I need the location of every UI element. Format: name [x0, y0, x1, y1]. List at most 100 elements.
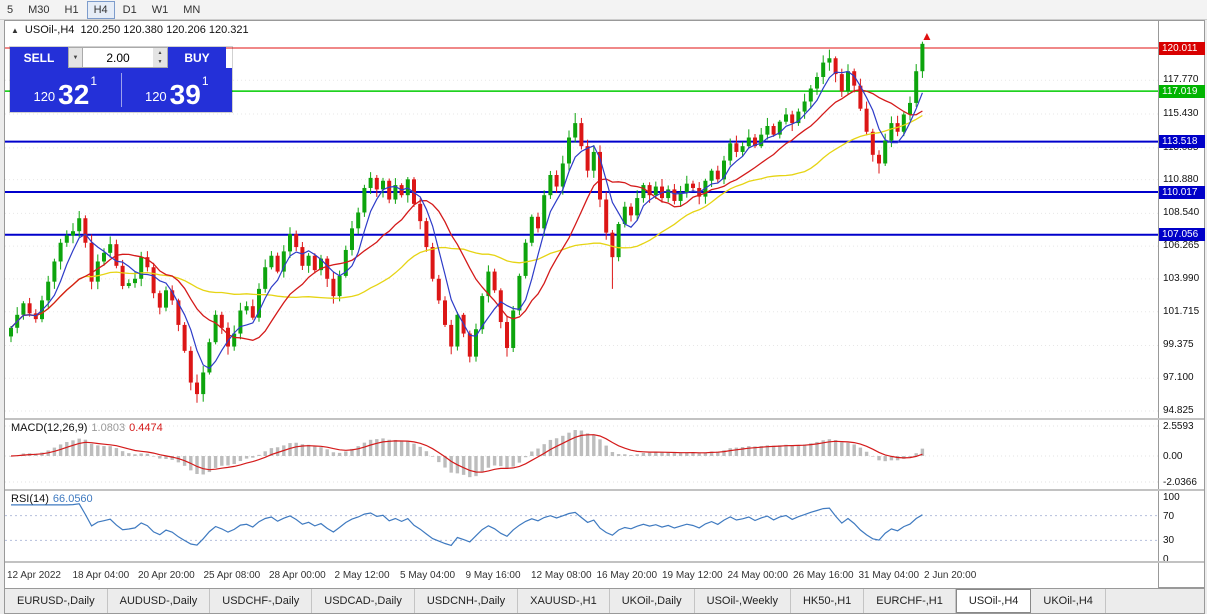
- pane-divider[interactable]: [5, 418, 1204, 420]
- volume-decrease-button[interactable]: ▼: [153, 57, 167, 67]
- chart-tab-eurusd-daily[interactable]: EURUSD-,Daily: [5, 589, 108, 613]
- chart-tab-usoil-h4[interactable]: USOil-,H4: [955, 589, 1032, 613]
- price-axis-label: 115.430: [1163, 108, 1199, 120]
- pane-divider[interactable]: [5, 489, 1204, 491]
- rsi-pane[interactable]: RSI(14) 66.0560: [5, 491, 1158, 561]
- chart-title: ▲ USOil-,H4 120.250 120.380 120.206 120.…: [11, 24, 249, 36]
- ask-pip-digit: 1: [201, 74, 209, 88]
- chart-tab-audusd-daily[interactable]: AUDUSD-,Daily: [107, 589, 211, 613]
- macd-main-value: 1.0803: [91, 422, 126, 434]
- timeframe-button-h4[interactable]: H4: [86, 0, 115, 19]
- bid-pip-digit: 1: [90, 74, 98, 88]
- ask-price[interactable]: 120 39 1: [122, 68, 233, 112]
- macd-axis-label: 2.5593: [1163, 421, 1194, 432]
- timeframe-button-mn[interactable]: MN: [176, 1, 207, 19]
- chart-tab-ukoil-h4[interactable]: UKOil-,H4: [1031, 589, 1106, 613]
- price-axis-label: 99.375: [1163, 339, 1194, 351]
- time-axis-label: 2 Jun 20:00: [924, 570, 977, 581]
- price-axis-label: 108.540: [1163, 207, 1200, 219]
- timeframe-button-d1[interactable]: D1: [116, 1, 144, 19]
- macd-title: MACD(12,26,9) 1.0803 0.4474: [11, 422, 163, 434]
- time-axis-label: 28 Apr 00:00: [269, 570, 326, 581]
- macd-pane[interactable]: MACD(12,26,9) 1.0803 0.4474: [5, 420, 1158, 489]
- rsi-axis-label: 30: [1163, 535, 1175, 547]
- chart-symbol-label: USOil-,H4: [24, 24, 75, 36]
- volume-stepper: ▲ ▼: [153, 47, 168, 68]
- bid-big-digits: 32: [58, 78, 90, 110]
- macd-axis-label: -2.0366: [1163, 477, 1197, 488]
- one-click-trading-panel: SELL ▼ ▲ ▼ BUY 120 32 1: [10, 47, 232, 112]
- chart-tab-usoil-weekly[interactable]: USOil-,Weekly: [694, 589, 791, 613]
- time-axis-label: 5 May 04:00: [400, 570, 456, 581]
- time-axis-label: 24 May 00:00: [727, 570, 789, 581]
- price-alert-arrow-icon: [923, 33, 931, 40]
- time-axis-label: 31 May 04:00: [858, 570, 920, 581]
- price-chart-pane[interactable]: ▲ USOil-,H4 120.250 120.380 120.206 120.…: [5, 21, 1158, 418]
- timeframe-button-5[interactable]: 5: [0, 1, 20, 19]
- price-axis-label: 101.715: [1163, 305, 1200, 317]
- ma-slow-line: [10, 114, 923, 329]
- price-axis-label: 94.825: [1163, 405, 1194, 417]
- time-axis-label: 2 May 12:00: [334, 570, 390, 581]
- price-gridlines: [5, 79, 1158, 412]
- chart-tab-xauusd-h1[interactable]: XAUUSD-,H1: [518, 589, 610, 613]
- price-axis-label: 106.265: [1163, 240, 1200, 252]
- time-axis-label: 12 Apr 2022: [7, 570, 61, 581]
- volume-input[interactable]: [83, 47, 153, 68]
- candles-series: [9, 41, 925, 403]
- price-axis-label: 97.100: [1163, 372, 1194, 384]
- time-axis-label: 20 Apr 20:00: [138, 570, 195, 581]
- collapse-arrow-icon[interactable]: ▲: [11, 25, 19, 35]
- chart-tab-hk50-h1[interactable]: HK50-,H1: [790, 589, 865, 613]
- price-level-tag: 107.056: [1159, 228, 1205, 242]
- ma-fast-line: [10, 70, 923, 370]
- ask-prefix: 120: [144, 89, 167, 104]
- rsi-value: 66.0560: [52, 493, 93, 505]
- time-axis-label: 16 May 20:00: [596, 570, 658, 581]
- time-axis[interactable]: 12 Apr 2022 18 Apr 04:00 20 Apr 20:00 25 Ap…: [5, 563, 1158, 589]
- price-axis[interactable]: 117.770115.430113.085110.880108.540106.2…: [1158, 21, 1205, 587]
- buy-button[interactable]: BUY: [168, 47, 226, 68]
- chart-tab-usdcad-daily[interactable]: USDCAD-,Daily: [312, 589, 415, 613]
- rsi-title: RSI(14) 66.0560: [11, 493, 93, 505]
- price-level-tag: 113.518: [1159, 135, 1205, 149]
- timeframe-button-m30[interactable]: M30: [21, 1, 56, 19]
- ma-medium-line: [10, 89, 923, 341]
- chart-ohlc-values: 120.250 120.380 120.206 120.321: [80, 24, 249, 36]
- chart-window: ▲ USOil-,H4 120.250 120.380 120.206 120.…: [4, 20, 1205, 589]
- time-axis-label: 9 May 16:00: [465, 570, 521, 581]
- time-axis-label: 25 Apr 08:00: [203, 570, 261, 581]
- time-axis-label: 18 Apr 04:00: [72, 570, 130, 581]
- price-axis-label: 103.990: [1163, 272, 1200, 284]
- chart-tab-eurchf-h1[interactable]: EURCHF-,H1: [864, 589, 956, 613]
- macd-signal-value: 0.4474: [129, 422, 163, 434]
- bid-price[interactable]: 120 32 1: [10, 68, 121, 112]
- time-axis-label: 19 May 12:00: [662, 570, 723, 581]
- rsi-axis-label: 70: [1163, 510, 1175, 522]
- macd-histogram: [9, 430, 925, 478]
- macd-signal-line: [10, 434, 923, 473]
- time-axis-label: 26 May 16:00: [793, 570, 854, 581]
- chart-tab-ukoil-daily[interactable]: UKOil-,Daily: [609, 589, 695, 613]
- ask-big-digits: 39: [169, 78, 201, 110]
- chart-tab-usdchf-daily[interactable]: USDCHF-,Daily: [210, 589, 313, 613]
- macd-canvas[interactable]: [5, 420, 1158, 489]
- bid-ask-divider: [120, 73, 122, 107]
- price-axis-label: 117.770: [1163, 74, 1199, 86]
- rsi-line: [11, 503, 923, 547]
- chart-tab-usdcnh-daily[interactable]: USDCNH-,Daily: [414, 589, 519, 613]
- pane-divider[interactable]: [5, 561, 1204, 563]
- volume-dropdown-button[interactable]: ▼: [68, 47, 83, 68]
- rsi-canvas[interactable]: [5, 491, 1158, 561]
- sell-button[interactable]: SELL: [10, 47, 68, 68]
- price-level-tag: 110.017: [1159, 185, 1205, 199]
- time-axis-label: 12 May 08:00: [531, 570, 592, 581]
- timeframe-button-h1[interactable]: H1: [58, 1, 86, 19]
- macd-axis-label: 0.00: [1163, 451, 1183, 462]
- timeframe-button-w1[interactable]: W1: [145, 1, 176, 19]
- price-level-tag: 117.019: [1159, 84, 1205, 98]
- rsi-axis-label: 0: [1163, 554, 1169, 565]
- trade-panel-controls: SELL ▼ ▲ ▼ BUY: [10, 47, 232, 68]
- volume-increase-button[interactable]: ▲: [153, 48, 167, 58]
